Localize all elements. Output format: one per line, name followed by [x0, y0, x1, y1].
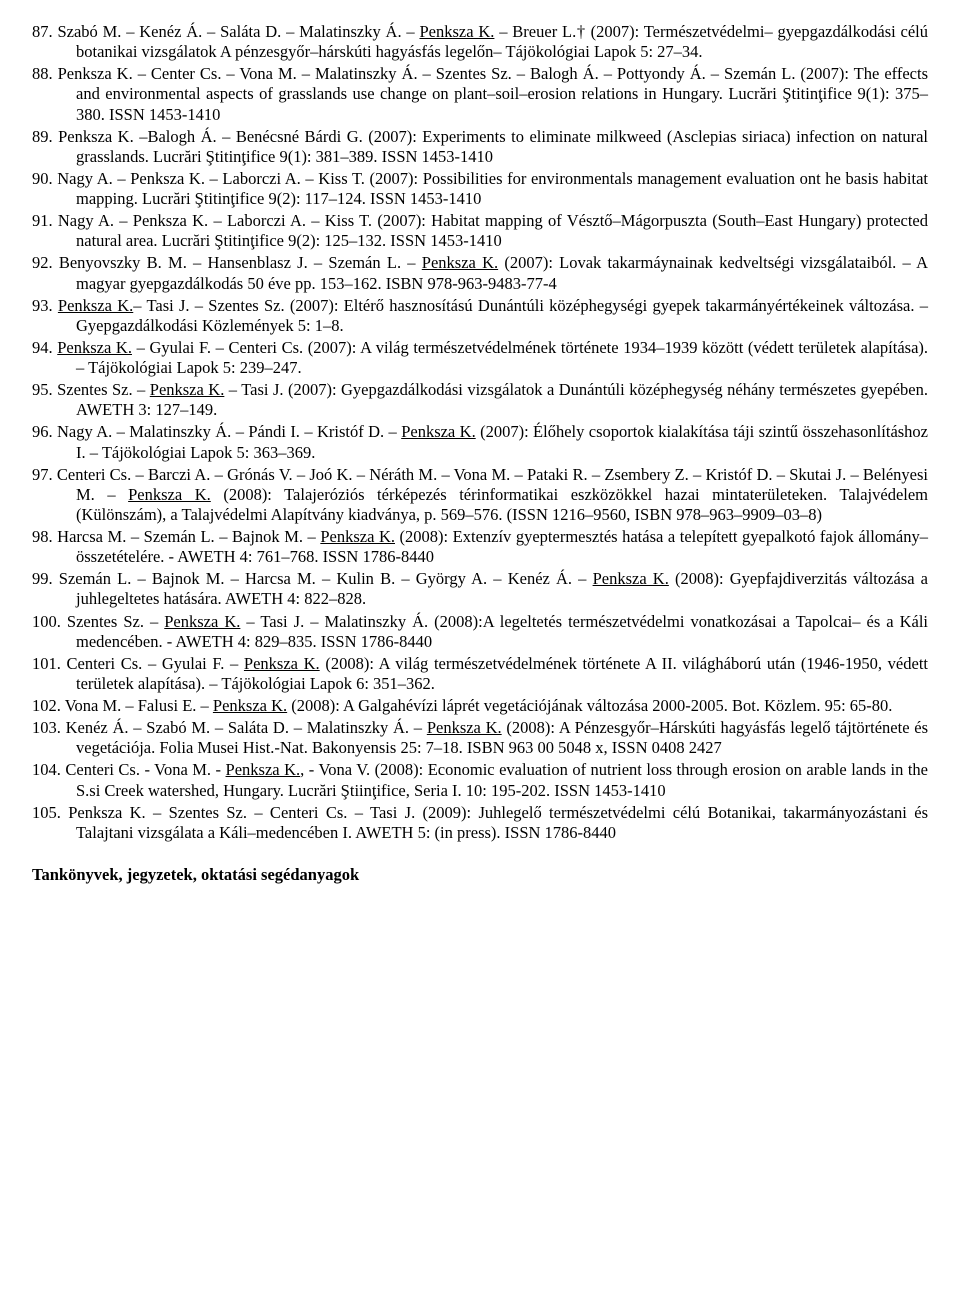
reference-item: 94. Penksza K. – Gyulai F. – Centeri Cs.… [32, 338, 928, 378]
reference-item: 100. Szentes Sz. – Penksza K. – Tasi J. … [32, 612, 928, 652]
reference-item: 91. Nagy A. – Penksza K. – Laborczi A. –… [32, 211, 928, 251]
reference-item: 88. Penksza K. – Center Cs. – Vona M. – … [32, 64, 928, 124]
reference-item: 92. Benyovszky B. M. – Hansenblasz J. – … [32, 253, 928, 293]
reference-item: 105. Penksza K. – Szentes Sz. – Centeri … [32, 803, 928, 843]
reference-item: 102. Vona M. – Falusi E. – Penksza K. (2… [32, 696, 928, 716]
section-heading: Tankönyvek, jegyzetek, oktatási segédany… [32, 865, 928, 885]
reference-item: 98. Harcsa M. – Szemán L. – Bajnok M. – … [32, 527, 928, 567]
reference-item: 95. Szentes Sz. – Penksza K. – Tasi J. (… [32, 380, 928, 420]
reference-item: 87. Szabó M. – Kenéz Á. – Saláta D. – Ma… [32, 22, 928, 62]
reference-item: 101. Centeri Cs. – Gyulai F. – Penksza K… [32, 654, 928, 694]
reference-item: 104. Centeri Cs. - Vona M. - Penksza K.,… [32, 760, 928, 800]
reference-item: 99. Szemán L. – Bajnok M. – Harcsa M. – … [32, 569, 928, 609]
reference-item: 96. Nagy A. – Malatinszky Á. – Pándi I. … [32, 422, 928, 462]
reference-item: 89. Penksza K. –Balogh Á. – Benécsné Bár… [32, 127, 928, 167]
reference-item: 103. Kenéz Á. – Szabó M. – Saláta D. – M… [32, 718, 928, 758]
reference-item: 97. Centeri Cs. – Barczi A. – Grónás V. … [32, 465, 928, 525]
reference-item: 90. Nagy A. – Penksza K. – Laborczi A. –… [32, 169, 928, 209]
reference-item: 93. Penksza K.– Tasi J. – Szentes Sz. (2… [32, 296, 928, 336]
